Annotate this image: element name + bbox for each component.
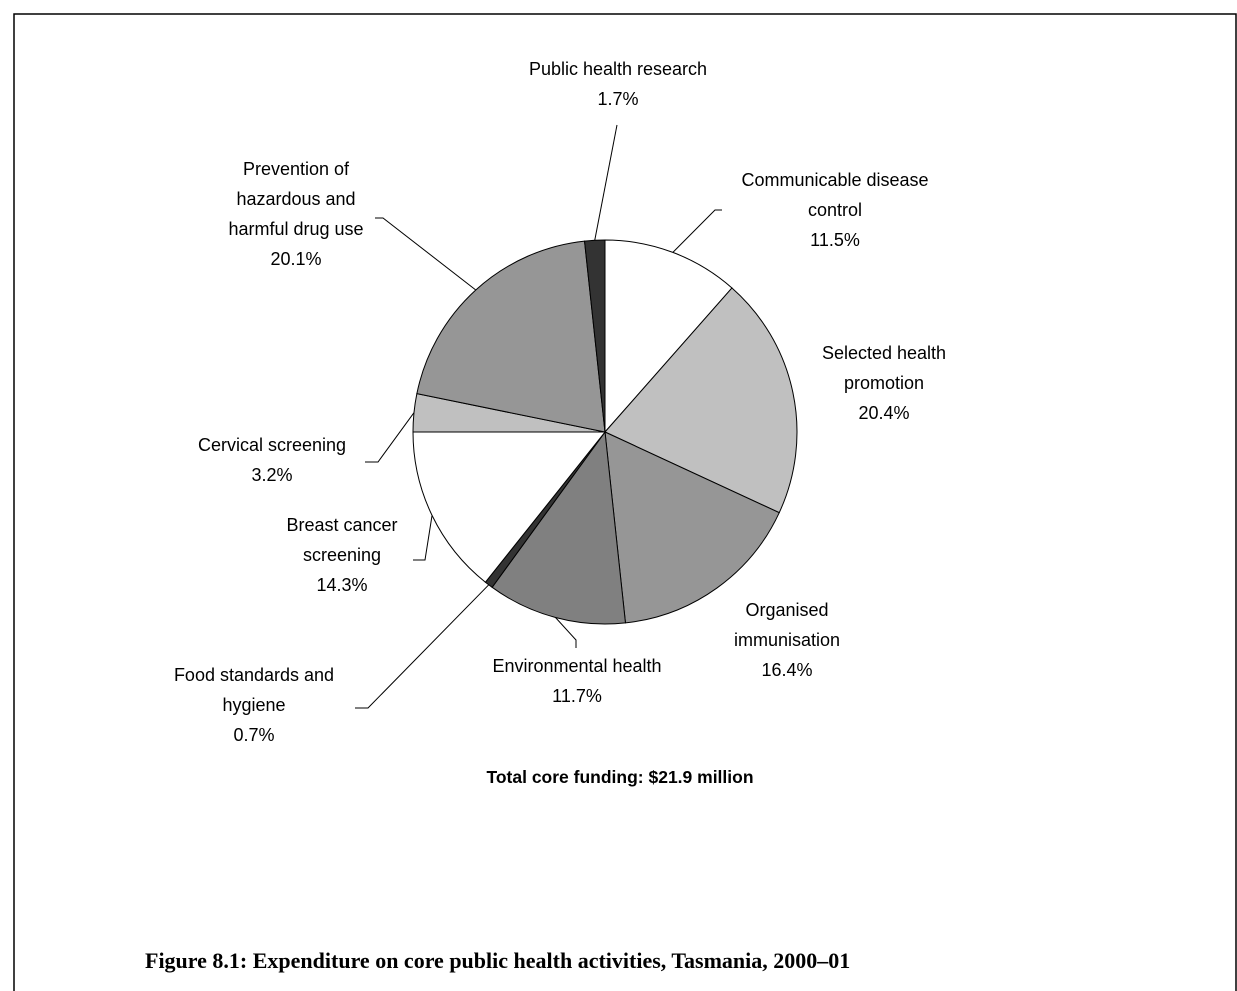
category-label: Organised immunisation [733, 600, 841, 650]
slice-label: Environmental health 11.7% [447, 651, 707, 711]
value-label: 16.4% [761, 660, 813, 680]
pie-slice [604, 431, 780, 624]
value-label: 20.1% [270, 249, 322, 269]
slice-label: Public health research 1.7% [488, 54, 748, 114]
chart-note: Total core funding: $21.9 million [486, 767, 754, 787]
category-label: Environmental health [492, 656, 662, 676]
leader-line [413, 515, 433, 561]
leader-line [555, 617, 577, 648]
slice-label: Organised immunisation 16.4% [720, 595, 855, 685]
pie-slice [412, 431, 607, 583]
value-label: 3.2% [251, 465, 293, 485]
value-label: 0.7% [233, 725, 275, 745]
value-label: 11.5% [810, 230, 860, 250]
slice-label: Communicable disease control 11.5% [718, 165, 953, 255]
slice-label: Prevention of hazardous and harmful drug… [209, 154, 384, 274]
category-label: Prevention of hazardous and harmful drug… [228, 159, 364, 239]
leader-line [355, 584, 490, 709]
pie-slice [416, 240, 606, 433]
leader-line [365, 412, 415, 463]
category-label: Food standards and hygiene [173, 665, 335, 715]
leader-line [594, 124, 618, 241]
leader-line [672, 209, 722, 253]
category-label: Selected health promotion [821, 343, 947, 393]
value-label: 20.4% [858, 403, 910, 423]
frame [13, 13, 1237, 991]
leader-line [375, 217, 477, 291]
value-label: 14.3% [316, 575, 368, 595]
slice-label: Food standards and hygiene 0.7% [152, 660, 357, 750]
value-label: 1.7% [597, 89, 639, 109]
slice-label: Cervical screening 3.2% [172, 430, 372, 490]
category-label: Breast cancer screening [286, 515, 398, 565]
slice-label: Breast cancer screening 14.3% [267, 510, 417, 600]
pie-slice [604, 287, 798, 514]
value-label: 11.7% [552, 686, 602, 706]
category-label: Cervical screening [197, 435, 347, 455]
category-label: Communicable disease control [741, 170, 929, 220]
category-label: Public health research [528, 59, 708, 79]
pie-slice [491, 430, 627, 625]
pie-slice [604, 239, 733, 434]
figure-caption: Figure 8.1: Expenditure on core public h… [145, 948, 851, 973]
slice-label: Selected health promotion 20.4% [802, 338, 967, 428]
